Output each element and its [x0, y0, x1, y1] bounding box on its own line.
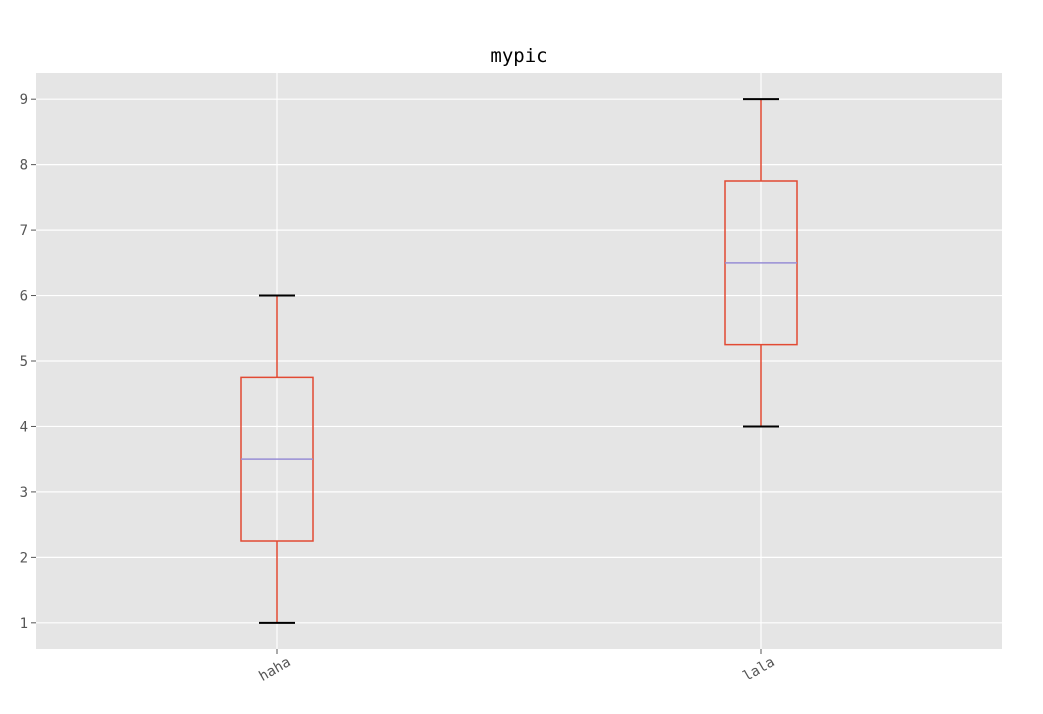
y-tick-label: 2	[20, 550, 28, 566]
y-axis-ticks: 1 2 3 4 5 6 7 8 9	[20, 92, 36, 632]
y-tick-label: 6	[20, 289, 28, 305]
boxes	[240, 98, 798, 624]
y-tick-label: 7	[20, 223, 28, 239]
y-tick-label: 3	[20, 485, 28, 501]
y-tick-label: 1	[20, 616, 28, 632]
y-tick-label: 9	[20, 92, 28, 108]
y-tick-label: 4	[20, 419, 28, 435]
chart-title: mypic	[490, 45, 547, 67]
box-lala	[724, 98, 798, 428]
y-tick-label: 8	[20, 158, 28, 174]
box-haha	[240, 294, 314, 624]
y-tick-label: 5	[20, 354, 28, 370]
